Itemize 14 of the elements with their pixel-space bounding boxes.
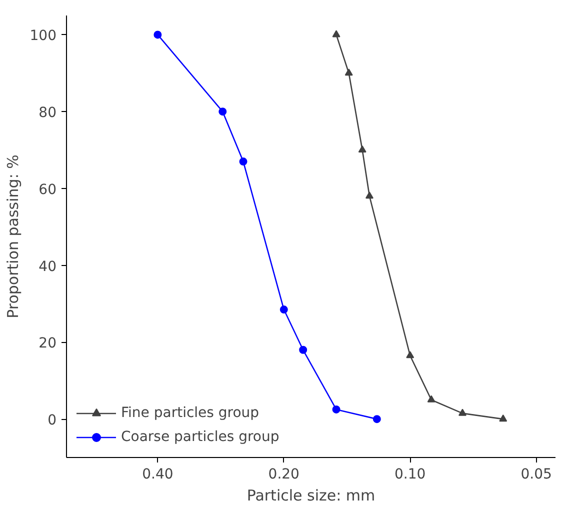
- y-tick-label: 60: [38, 182, 57, 198]
- y-tick-label: 100: [30, 28, 57, 44]
- legend-label: Coarse particles group: [121, 429, 280, 445]
- x-tick-label: 0.20: [268, 466, 300, 482]
- x-axis-title: Particle size: mm: [246, 486, 376, 504]
- legend-label: Fine particles group: [121, 405, 260, 421]
- y-axis-title: Proportion passing: %: [4, 154, 22, 318]
- y-tick-label: 80: [38, 105, 57, 122]
- y-tick-label: 20: [38, 336, 57, 352]
- x-tick-label: 0.40: [142, 466, 174, 482]
- x-tick-label: 0.05: [520, 466, 552, 482]
- x-tick-label: 0.10: [394, 466, 426, 482]
- y-tick-label: 0: [48, 412, 57, 429]
- y-tick-label: 40: [38, 258, 57, 275]
